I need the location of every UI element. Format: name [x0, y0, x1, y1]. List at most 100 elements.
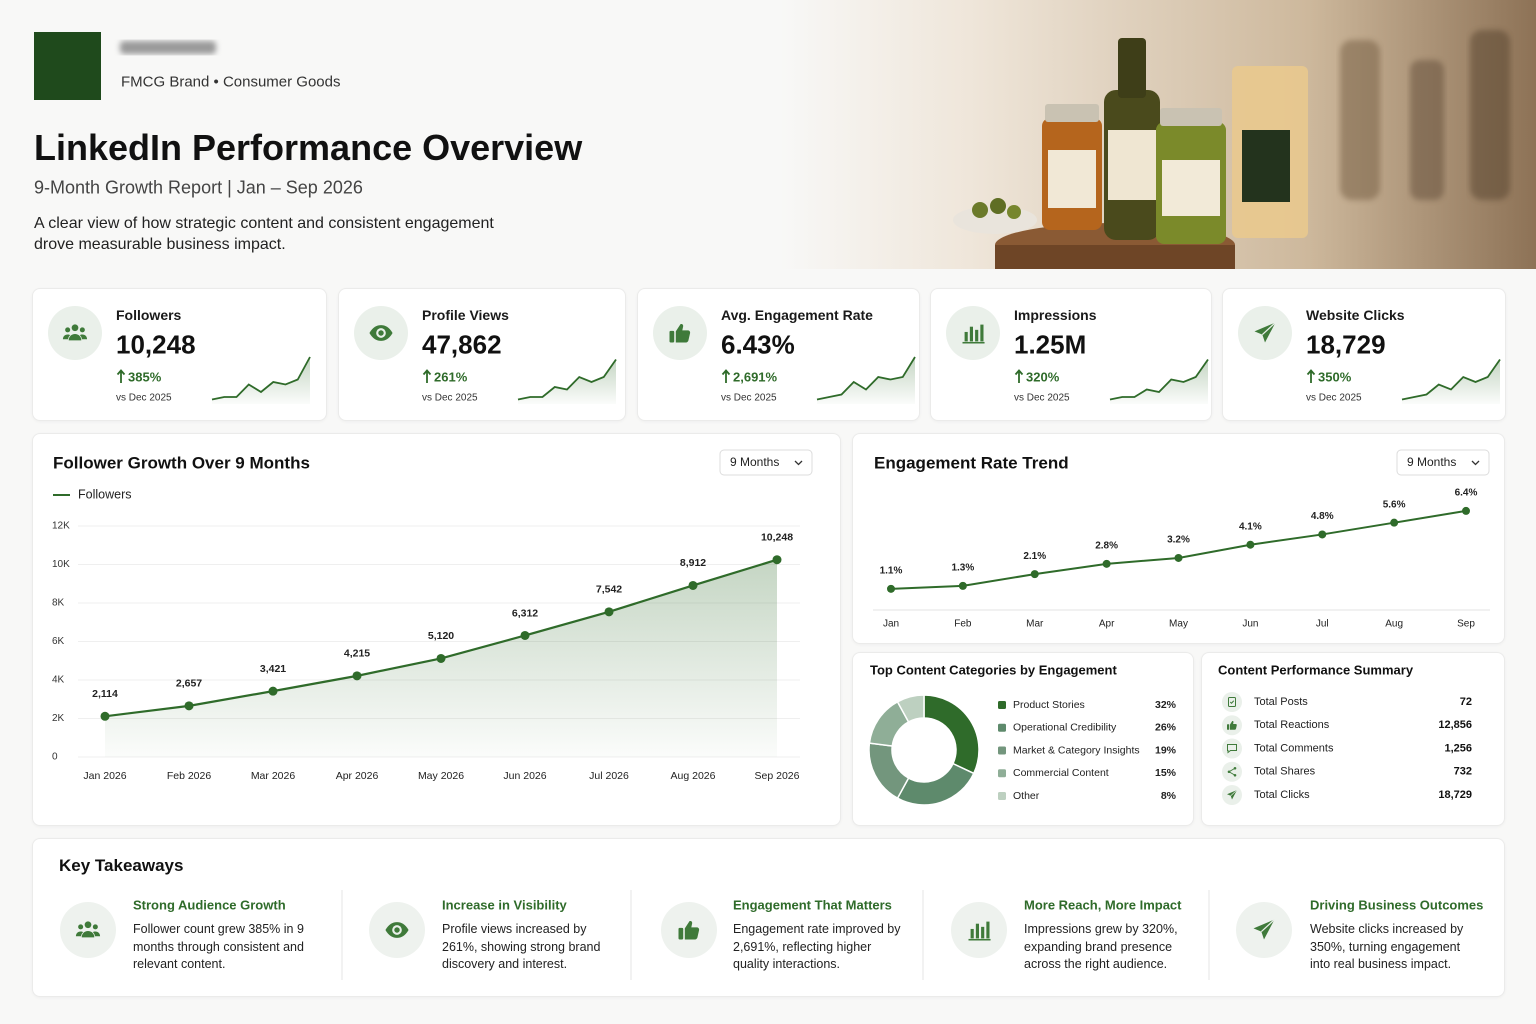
value-label: 8,912	[680, 557, 706, 569]
sparkline	[816, 356, 916, 401]
kpi-change: 350%	[1318, 369, 1352, 385]
icon-glyph	[968, 921, 991, 941]
x-tick-label: Sep	[1457, 619, 1475, 630]
value-label: 2.8%	[1095, 540, 1118, 551]
icon-shape	[378, 330, 384, 336]
area	[105, 559, 777, 757]
takeaway-title: Strong Audience Growth	[133, 897, 286, 913]
x-tick-label: Mar 2026	[251, 770, 296, 782]
summary-label: Total Comments	[1254, 742, 1334, 754]
value-label: 7,542	[596, 584, 622, 596]
icon-shape	[962, 341, 985, 344]
value-label: 2,114	[92, 688, 118, 700]
legend-label: Operational Credibility	[1013, 722, 1117, 734]
icon-shape	[394, 927, 400, 933]
icon	[1222, 738, 1242, 759]
icon	[1238, 306, 1292, 360]
icon-glyph	[1227, 744, 1237, 754]
sparkline	[211, 356, 311, 401]
blurred-bottle	[1340, 40, 1380, 200]
point	[1390, 518, 1399, 527]
value-label: 5,120	[428, 630, 454, 642]
value-label: 3,421	[260, 663, 286, 675]
summary-card	[1201, 652, 1505, 826]
icon-shape	[975, 329, 979, 342]
point	[887, 584, 895, 593]
summary-value: 1,256	[1444, 742, 1472, 754]
point	[268, 686, 278, 696]
kpi-value: 1.25M	[1014, 329, 1087, 360]
sparkline-area	[817, 357, 915, 404]
icon-glyph	[669, 323, 691, 343]
takeaways-title: Key Takeaways	[59, 856, 184, 875]
x-tick-label: Jun 2026	[503, 770, 546, 782]
y-tick-label: 10K	[52, 559, 70, 570]
jar-lid	[1045, 104, 1099, 122]
icon-shape	[1230, 789, 1238, 796]
icon-glyph	[385, 922, 409, 938]
point	[352, 671, 362, 681]
olive	[972, 202, 988, 218]
icon-shape	[1227, 724, 1230, 730]
kpi-value: 47,862	[422, 329, 502, 360]
wood-board-edge	[995, 245, 1235, 269]
icon-shape	[71, 324, 79, 332]
page-subtitle: 9-Month Growth Report | Jan – Sep 2026	[34, 177, 363, 198]
legend-swatch	[998, 746, 1006, 755]
takeaway-title: More Reach, More Impact	[1024, 897, 1182, 913]
up-arrow	[1014, 369, 1024, 383]
icon	[1222, 785, 1242, 805]
kpi-value: 18,729	[1306, 329, 1386, 360]
icon	[661, 902, 717, 958]
kpi-note: vs Dec 2025	[1306, 392, 1362, 404]
legend-swatch	[998, 769, 1006, 778]
dropdown[interactable]	[1396, 449, 1490, 476]
icon	[48, 306, 102, 360]
dropdown-chevron	[1471, 460, 1480, 466]
icon-bg	[60, 902, 116, 958]
takeaway-text: Website clicks increased by 350%, turnin…	[1310, 922, 1464, 971]
legend-value: 26%	[1155, 722, 1177, 734]
value-label: 6,312	[512, 607, 538, 619]
icon	[60, 902, 116, 958]
x-tick-label: Mar	[1026, 619, 1044, 630]
icon-shape	[79, 334, 88, 340]
kpi-change: 385%	[128, 369, 162, 385]
hero-image	[34, 0, 1536, 269]
y-tick-label: 4K	[52, 675, 65, 686]
icon-shape	[684, 920, 700, 940]
line	[890, 509, 1467, 590]
takeaway-text: Profile views increased by 261%, showing…	[442, 922, 601, 971]
icon-shape	[1227, 744, 1237, 754]
kpi-note: vs Dec 2025	[1014, 392, 1070, 404]
icon-shape	[969, 326, 973, 342]
dropdown[interactable]	[719, 449, 813, 476]
point	[100, 711, 110, 721]
x-tick-label: Aug	[1385, 619, 1403, 630]
kpi-change: 2,691%	[733, 369, 778, 385]
legend-label: Commercial Content	[1013, 767, 1109, 779]
icon-shape	[68, 334, 82, 341]
takeaway-text: Follower count grew 385% in 9 months thr…	[133, 922, 304, 971]
olive	[990, 198, 1006, 214]
icon-shape	[92, 931, 101, 937]
icon-shape	[92, 924, 98, 930]
legend-swatch	[998, 701, 1006, 709]
sparkline-area	[1110, 359, 1208, 404]
icon-shape	[968, 938, 991, 941]
takeaway-title: Increase in Visibility	[442, 897, 567, 913]
kpi-change: 261%	[434, 369, 468, 385]
summary-label: Total Posts	[1254, 696, 1308, 708]
blurred-bottle	[1470, 30, 1510, 200]
donut-slice	[923, 694, 980, 775]
kpi-note: vs Dec 2025	[721, 392, 777, 404]
icon-shape	[1230, 720, 1237, 730]
summary-value: 72	[1460, 696, 1472, 708]
up-arrow	[721, 369, 731, 383]
legend-value: 19%	[1155, 744, 1177, 756]
icon-glyph	[369, 325, 393, 341]
icon-shape	[81, 931, 95, 938]
point	[772, 555, 782, 565]
